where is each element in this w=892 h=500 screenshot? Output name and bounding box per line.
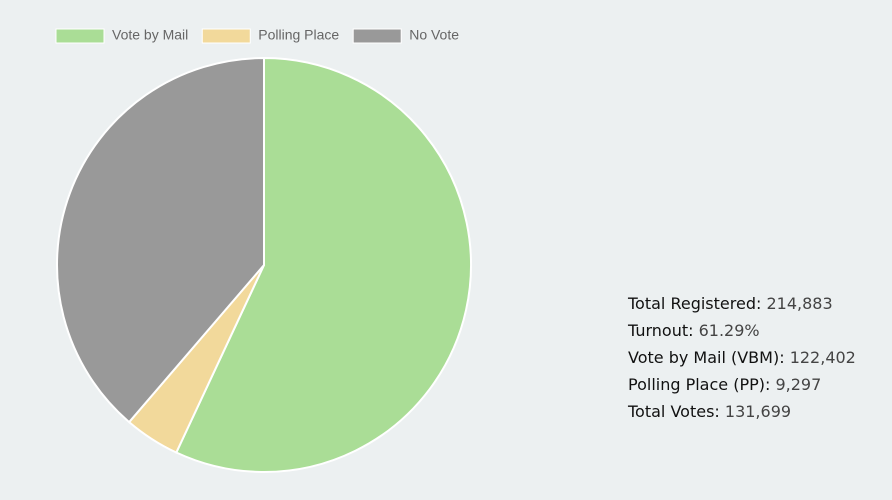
legend-swatch (352, 28, 402, 44)
legend: Vote by Mail Polling Place No Vote (55, 27, 459, 44)
stat-value: 131,699 (724, 402, 792, 421)
stat-label: Polling Place (PP): (628, 375, 771, 394)
pie-slice (174, 56, 472, 473)
stat-row: Turnout: 61.29% (628, 317, 856, 344)
legend-label: Vote by Mail (112, 27, 188, 43)
legend-swatch (55, 28, 105, 44)
stat-value: 122,402 (789, 348, 856, 367)
stat-value: 214,883 (766, 294, 833, 313)
stat-value: 9,297 (775, 375, 822, 394)
stat-label: Total Votes: (628, 402, 720, 421)
stat-label: Vote by Mail (VBM): (628, 348, 785, 367)
stat-label: Total Registered: (628, 294, 762, 313)
legend-label: Polling Place (258, 27, 339, 43)
stats-panel: Total Registered: 214,883 Turnout: 61.29%… (628, 290, 856, 425)
stat-row: Vote by Mail (VBM): 122,402 (628, 344, 856, 371)
legend-label: No Vote (409, 27, 459, 43)
legend-swatch (201, 28, 251, 44)
pie-slice (56, 56, 265, 424)
stat-row: Total Registered: 214,883 (628, 290, 856, 317)
stat-label: Turnout: (628, 321, 694, 340)
stat-row: Total Votes: 131,699 (628, 398, 856, 425)
stat-row: Polling Place (PP): 9,297 (628, 371, 856, 398)
stat-value: 61.29% (698, 321, 760, 340)
